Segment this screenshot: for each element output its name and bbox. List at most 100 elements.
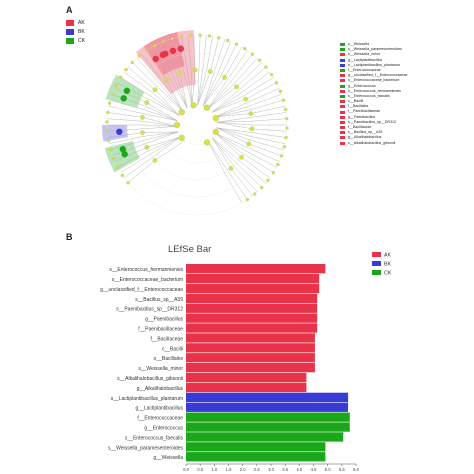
taxa-label: s__Enterococcus_faecalis [348,93,390,98]
bar [186,363,315,373]
leaf-node [282,145,286,149]
branch [107,118,143,122]
leaf-node [145,48,149,52]
biomarker-node [169,47,177,55]
leaf-node [274,81,279,85]
taxa-label: s__Enterococcaceae_bacterium [348,78,400,83]
branch [110,139,145,150]
branch [141,124,178,127]
leaf-node [278,89,283,93]
leaf-node [137,54,141,58]
branch [168,39,181,73]
branch [215,132,248,148]
branch [108,106,144,114]
branch [191,70,193,106]
biomarker-node [159,51,167,59]
branch [224,172,243,204]
leaf-node [285,126,289,130]
taxa-label: s__Weissella [348,42,370,46]
taxa-legend-item: g__Paenibacillus [340,115,408,120]
branch [245,82,277,100]
branch [215,132,244,155]
taxa-swatch [340,79,345,83]
branch [141,53,164,82]
branch [132,62,158,87]
bar [186,392,349,402]
x-tick-label: 0.0 [183,467,189,472]
branch [157,86,183,112]
branch [233,165,258,193]
branch [215,113,251,118]
panel-b-letter: B [66,232,73,242]
bar [186,452,326,462]
branch [212,92,242,113]
branch [250,136,286,144]
branch [157,44,174,76]
branch [210,37,219,72]
taxa-label: s__Weissella_paramesenteroides [348,47,402,52]
leaf-node [106,139,110,143]
branch [248,94,282,107]
clade-highlight-ck-lower [104,140,140,173]
x-tick-label: 2.0 [240,467,246,472]
branch [175,37,184,72]
branch [143,113,178,122]
taxa-swatch [340,48,345,52]
leaf-node [284,107,288,111]
branch [202,35,207,71]
branch [203,75,222,107]
leaf-node [226,38,230,43]
branch [127,160,155,184]
leaf-node [234,42,239,46]
legend-swatch [66,19,74,26]
branch [154,140,185,161]
leaf-node [243,47,247,51]
taxa-legend-item: s__Enterococcaceae_bacterium [340,78,408,83]
branch [224,46,243,78]
taxa-swatch [340,63,345,67]
leaf-node [130,60,134,65]
inner-node [144,100,150,105]
branch [117,82,149,100]
inner-node [234,84,239,90]
x-tick-label: 0.5 [197,467,203,472]
x-tick-label: 3.5 [282,467,288,472]
x-tick-label: 4.5 [311,467,317,472]
bar [186,303,318,313]
biomarker-node [123,87,131,95]
taxa-swatch [340,126,345,130]
taxa-label: s__Weissella_minor [348,52,381,57]
taxa-legend-item: f__Bacillaceae [340,125,408,130]
bar [186,313,318,323]
taxa-swatch [340,53,345,57]
lefse-bar-chart: LEfSe Bar s__Enterococcus_hermanniensis s_… [100,244,392,472]
taxa-legend-item: s__Lactiplantibacillus_plantarum [340,63,408,68]
branch [197,70,207,106]
bar [186,402,349,412]
branch [124,71,153,93]
leaf-node [284,135,288,140]
leaf-node [276,162,280,167]
x-tick-label: 5.5 [339,467,345,472]
legend-swatch [372,270,381,275]
taxa-legend-item: s__Bacillus_sp__A39 [340,130,408,135]
leaf-node [106,110,110,115]
taxa-label: s__Alkalihalobacillus_gibsonii [348,140,396,145]
inner-node [140,115,145,120]
bar [186,273,320,284]
branch [236,62,262,87]
branch [183,71,193,106]
taxa-swatch [340,115,345,119]
taxa-label: f__Paenibacillaceae [348,109,381,114]
branch [187,70,193,106]
branch [172,75,188,108]
x-tick-label: 2.5 [254,467,260,472]
branch [208,86,237,109]
branch [152,136,181,158]
bar-label: s__Weissella_paramesenteroides [108,445,183,451]
root-node [212,128,219,135]
taxa-swatch [340,74,345,78]
branch [146,102,178,122]
branch [233,57,258,85]
branch [208,141,225,173]
